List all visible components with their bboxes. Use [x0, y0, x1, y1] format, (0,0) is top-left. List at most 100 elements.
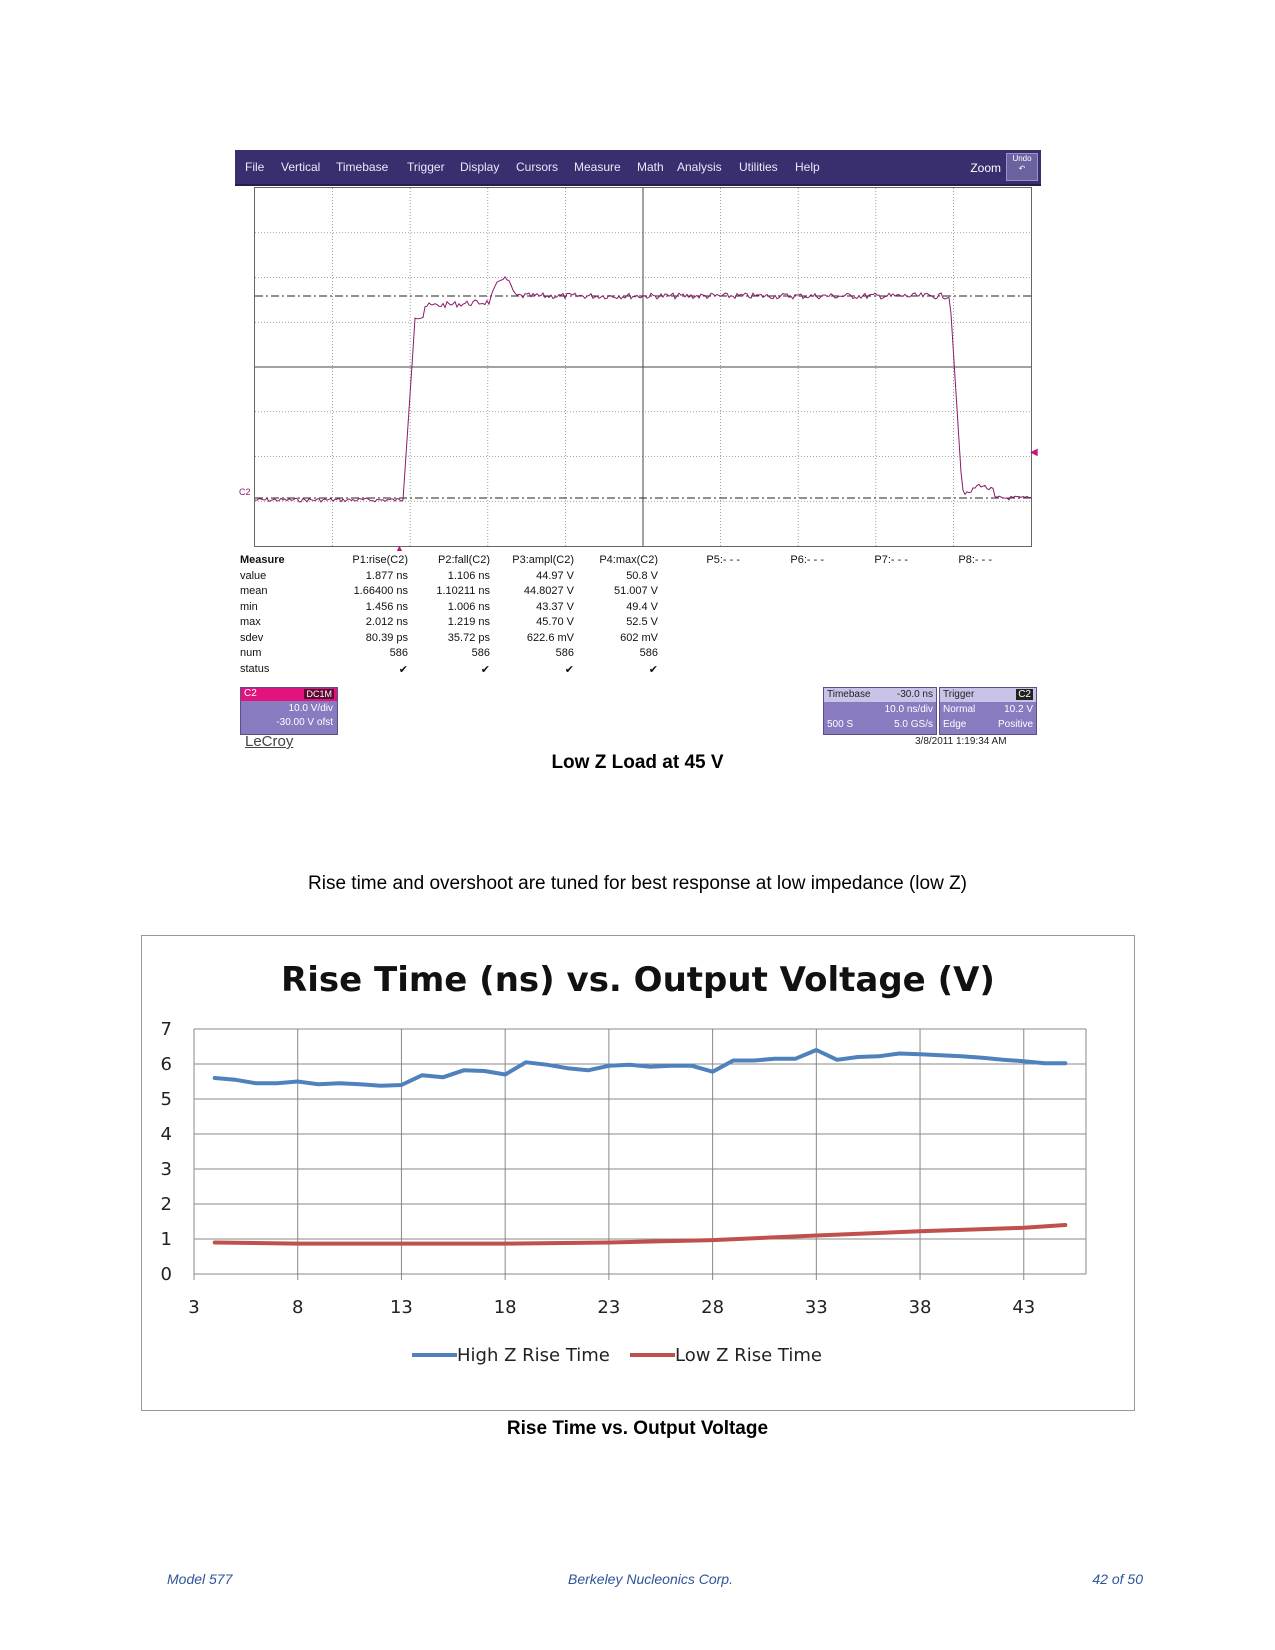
zoom-button[interactable]: Zoom: [970, 161, 1001, 175]
menu-math[interactable]: Math: [637, 160, 664, 174]
measure-cell: ✔: [480, 663, 490, 676]
menu-vertical[interactable]: Vertical: [281, 160, 321, 174]
chart-y-tick-label: 0: [161, 1264, 172, 1285]
trigger-box[interactable]: Trigger C2 Normal 10.2 V Edge Positive: [939, 687, 1037, 735]
measure-header-cell[interactable]: P8:- - -: [958, 554, 992, 566]
chart-title: Rise Time (ns) vs. Output Voltage (V): [281, 960, 995, 1000]
measure-cell: 43.37 V: [536, 600, 574, 613]
undo-label: Undo: [1012, 154, 1032, 163]
measure-cell: 1.456 ns: [365, 600, 408, 613]
trigger-level: 10.2 V: [1004, 704, 1033, 715]
scope-timestamp: 3/8/2011 1:19:34 AM: [915, 736, 1007, 747]
timebase-rate: 5.0 GS/s: [894, 719, 933, 730]
menu-timebase[interactable]: Timebase: [336, 160, 389, 174]
measure-cell: ✔: [564, 663, 574, 676]
menu-display[interactable]: Display: [460, 160, 500, 174]
series-line-low-z: [212, 1223, 1068, 1246]
measure-row-label: min: [240, 600, 258, 613]
channel-name: C2: [244, 688, 257, 699]
measure-row-label: value: [240, 569, 267, 582]
measure-header-cell[interactable]: P1:rise(C2): [352, 554, 408, 566]
measure-header-cell[interactable]: P4:max(C2): [599, 554, 658, 566]
menu-measure[interactable]: Measure: [574, 160, 621, 174]
scope-grid: [254, 187, 1032, 547]
measure-header-cell[interactable]: P3:ampl(C2): [512, 554, 574, 566]
series-line-high-z: [212, 1048, 1068, 1088]
chart-x-tick-label: 43: [1012, 1297, 1035, 1318]
measure-cell: 586: [471, 647, 490, 659]
trigger-mode: Normal: [943, 704, 976, 715]
measure-row-label: num: [240, 647, 262, 659]
legend-label: High Z Rise Time: [457, 1345, 610, 1366]
measure-cell: 586: [389, 647, 408, 659]
measure-cell: 80.39 ps: [365, 631, 408, 644]
scope-waveform-plot: [255, 188, 1031, 546]
trigger-source: C2: [1016, 689, 1033, 700]
undo-icon: ↶: [1018, 164, 1026, 173]
measure-cell: 2.012 ns: [365, 616, 408, 628]
measure-cell: 622.6 mV: [526, 631, 574, 644]
measure-cell: 586: [555, 647, 574, 659]
measure-header-cell[interactable]: P6:- - -: [790, 554, 824, 566]
chart-x-tick-label: 28: [701, 1297, 724, 1318]
undo-button[interactable]: Undo ↶: [1006, 153, 1038, 181]
chart-x-tick-label: 8: [292, 1297, 303, 1318]
oscilloscope-screenshot: File Vertical Timebase Trigger Display C…: [235, 150, 1041, 756]
measure-cell: 44.8027 V: [523, 585, 574, 597]
legend-label: Low Z Rise Time: [675, 1345, 822, 1366]
timebase-tdiv: 10.0 ns/div: [884, 704, 933, 715]
measure-cell: 44.97 V: [536, 569, 574, 582]
menu-cursors[interactable]: Cursors: [516, 160, 559, 174]
measure-header-cell[interactable]: Measure: [240, 554, 285, 566]
chart-x-tick-label: 3: [188, 1297, 199, 1318]
measure-row-label: max: [240, 616, 261, 628]
waveform-trace: [255, 276, 1031, 503]
measure-cell: 1.006 ns: [447, 600, 490, 613]
chart-y-tick-label: 6: [161, 1054, 172, 1075]
measure-cell: 1.877 ns: [365, 569, 408, 582]
chart-y-tick-label: 5: [161, 1089, 172, 1110]
measure-header-cell[interactable]: P7:- - -: [874, 554, 908, 566]
chart-y-tick-label: 4: [161, 1124, 172, 1145]
channel-offset: -30.00 V ofst: [276, 717, 333, 728]
footer-company: Berkeley Nucleonics Corp.: [568, 1571, 733, 1587]
measure-header-cell[interactable]: P5:- - -: [706, 554, 740, 566]
chart-x-tick-label: 13: [390, 1297, 413, 1318]
measure-cell: 45.70 V: [536, 616, 574, 628]
measure-cell: 586: [639, 647, 658, 659]
timebase-samples: 500 S: [827, 719, 854, 730]
measure-header-cell[interactable]: P2:fall(C2): [438, 554, 490, 566]
chart-y-tick-label: 3: [161, 1159, 172, 1180]
channel-marker: C2: [239, 487, 251, 497]
chart-x-tick-label: 33: [805, 1297, 828, 1318]
scope-menu-bar: File Vertical Timebase Trigger Display C…: [235, 150, 1041, 186]
footer-model: Model 577: [167, 1571, 233, 1587]
measure-cell: 49.4 V: [626, 600, 658, 613]
menu-utilities[interactable]: Utilities: [739, 160, 778, 174]
chart-x-tick-label: 38: [909, 1297, 932, 1318]
timebase-delay: -30.0 ns: [896, 689, 933, 700]
chart-x-tick-label: 18: [494, 1297, 517, 1318]
trigger-position-marker-icon: ▲: [395, 543, 404, 553]
trigger-title: Trigger: [943, 689, 975, 700]
rise-time-chart: Rise Time (ns) vs. Output Voltage (V) 0 1 2…: [141, 935, 1135, 1411]
figure-caption-chart: Rise Time vs. Output Voltage: [506, 1418, 769, 1439]
menu-help[interactable]: Help: [795, 160, 820, 174]
menu-analysis[interactable]: Analysis: [677, 160, 722, 174]
menu-trigger[interactable]: Trigger: [407, 160, 445, 174]
timebase-box[interactable]: Timebase -30.0 ns 10.0 ns/div 500 S 5.0 …: [823, 687, 937, 735]
measure-cell: 1.10211 ns: [436, 585, 490, 597]
chart-y-tick-label: 2: [161, 1194, 172, 1215]
channel-c2-box[interactable]: C2 DC1M 10.0 V/div -30.00 V ofst: [240, 687, 338, 735]
trigger-slope: Positive: [997, 719, 1033, 730]
rise-time-chart-svg: Rise Time (ns) vs. Output Voltage (V) 0 1 2…: [161, 960, 1087, 1366]
measure-row-label: status: [240, 662, 270, 675]
measure-cell: ✔: [648, 663, 658, 676]
measure-cell: 1.66400 ns: [353, 585, 408, 597]
chart-x-tick-label: 23: [597, 1297, 620, 1318]
footer-page-number: 42 of 50: [1092, 1571, 1143, 1587]
menu-file[interactable]: File: [245, 160, 265, 174]
measure-row-label: sdev: [240, 631, 264, 644]
measure-cell: 1.219 ns: [447, 616, 490, 628]
measure-cell: 50.8 V: [626, 569, 658, 582]
